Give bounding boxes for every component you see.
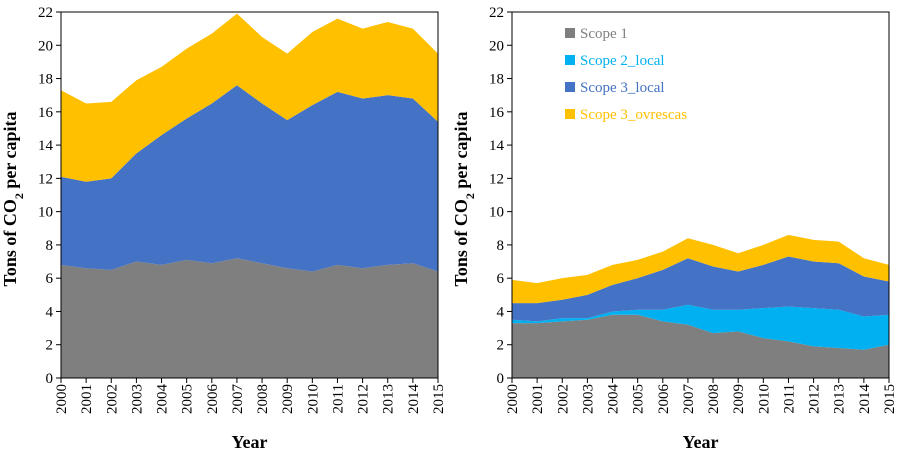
y-tick-label: 4	[46, 304, 54, 320]
y-tick-label: 8	[497, 238, 505, 254]
x-tick-label: 2006	[656, 384, 672, 415]
x-tick-label: 2012	[356, 384, 372, 414]
legend-label: Scope 3_ovrescas	[580, 107, 687, 123]
y-tick-label: 20	[38, 38, 53, 54]
y-tick-label: 18	[489, 72, 504, 88]
x-tick-label: 2007	[230, 384, 246, 415]
x-tick-label: 2013	[381, 384, 397, 414]
plot-frame	[60, 11, 439, 379]
x-tick-label: 2000	[54, 384, 70, 414]
area-series-scope-3-local	[61, 85, 438, 272]
x-tick-label: 2014	[857, 384, 873, 415]
x-tick-label: 2008	[706, 384, 722, 414]
x-tick-label: 2002	[555, 384, 571, 414]
y-tick-label: 0	[497, 371, 505, 387]
x-tick-label: 2000	[505, 384, 521, 414]
x-tick-label: 2011	[330, 384, 346, 413]
x-tick-label: 2014	[406, 384, 422, 415]
chart-1: 0 2 4 6 8 10 12 14 16 18 20 22 2000 2001 2002 2003 2004 2…	[0, 5, 447, 452]
x-tick-label: 2008	[255, 384, 271, 414]
x-axis-title: Year	[232, 432, 268, 452]
x-tick-label: 2002	[104, 384, 120, 414]
y-tick-label: 16	[38, 105, 54, 121]
legend: Scope 1 Scope 2_local Scope 3_local Scope 3…	[565, 26, 687, 123]
y-axis-title-main: Tons of CO	[0, 199, 20, 286]
x-tick-label: 2009	[731, 384, 747, 414]
x-tick-label: 2004	[606, 384, 622, 415]
x-tick-label: 2010	[305, 384, 321, 414]
y-tick-label: 6	[46, 271, 54, 287]
area-series-scope-1	[61, 258, 438, 378]
area-series-scope-1	[512, 314, 889, 378]
x-tick-label: 2004	[155, 384, 171, 415]
x-tick-label: 2006	[205, 384, 221, 415]
y-tick-label: 12	[38, 171, 53, 187]
x-tick-label: 2003	[129, 384, 145, 414]
y-axis-title-subscript: 2	[463, 193, 477, 199]
legend-swatch	[565, 55, 575, 65]
x-tick-label: 2013	[832, 384, 848, 414]
y-axis-title: Tons of CO2 per capita	[0, 111, 26, 286]
y-tick-label: 18	[38, 72, 53, 88]
x-axis-title: Year	[683, 432, 719, 452]
y-tick-label: 22	[38, 5, 53, 21]
legend-label: Scope 3_local	[580, 80, 665, 96]
y-axis-title-tail: per capita	[0, 111, 20, 193]
x-tick-label: 2005	[180, 384, 196, 414]
y-axis-title-subscript: 2	[12, 193, 26, 199]
y-tick-label: 2	[46, 338, 54, 354]
x-tick-label: 2001	[79, 384, 95, 414]
legend-swatch	[565, 28, 575, 38]
y-axis-title-main: Tons of CO	[451, 199, 471, 286]
area-series-scope-3-overseas	[61, 13, 438, 182]
x-tick-label: 2005	[631, 384, 647, 414]
legend-swatch	[565, 82, 575, 92]
legend-label: Scope 1	[580, 26, 628, 42]
y-tick-label: 12	[489, 171, 504, 187]
legend-swatch	[565, 109, 575, 119]
y-tick-label: 8	[46, 238, 54, 254]
x-tick-label: 2001	[530, 384, 546, 414]
y-tick-label: 14	[38, 138, 54, 154]
x-tick-label: 2007	[681, 384, 697, 415]
chart-2: 0 2 4 6 8 10 12 14 16 18 20 22 2000 2001 2002 2003 2004 2…	[451, 5, 898, 452]
y-tick-label: 0	[46, 371, 54, 387]
x-tick-label: 2015	[882, 384, 898, 414]
y-tick-label: 10	[38, 205, 53, 221]
area-series-scope-3-local	[512, 256, 889, 322]
x-tick-label: 2011	[781, 384, 797, 413]
y-tick-label: 6	[497, 271, 505, 287]
area-series-scope-2-local	[512, 304, 889, 350]
plot-frame	[511, 11, 890, 379]
y-tick-label: 16	[489, 105, 505, 121]
y-tick-label: 10	[489, 205, 504, 221]
y-axis-title-tail: per capita	[451, 111, 471, 193]
y-tick-label: 14	[489, 138, 505, 154]
y-tick-label: 2	[497, 338, 505, 354]
y-axis-title: Tons of CO2 per capita	[451, 111, 477, 286]
y-tick-label: 22	[489, 5, 504, 21]
x-tick-label: 2003	[580, 384, 596, 414]
legend-label: Scope 2_local	[580, 53, 665, 69]
y-tick-label: 20	[489, 38, 504, 54]
x-tick-label: 2015	[431, 384, 447, 414]
x-tick-label: 2010	[756, 384, 772, 414]
x-tick-label: 2012	[807, 384, 823, 414]
y-tick-label: 4	[497, 304, 505, 320]
area-series-scope-3-ovrescas	[512, 234, 889, 304]
x-tick-label: 2009	[280, 384, 296, 414]
